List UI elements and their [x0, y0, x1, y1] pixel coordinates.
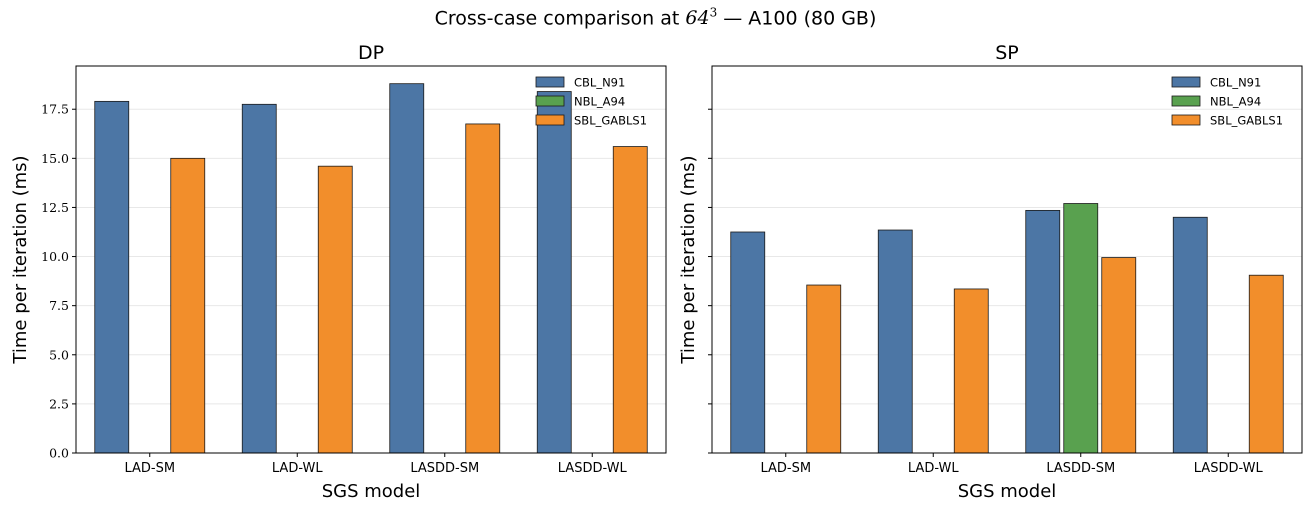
bar-cbl-n91: [1025, 209, 1061, 454]
bar-cbl-n91: [241, 103, 277, 454]
bar-sbl-gabls1: [953, 288, 989, 454]
figure-title-math: 643: [685, 6, 718, 30]
figure-title-math-base: 64: [685, 7, 710, 30]
bar-sbl-gabls1: [317, 165, 353, 454]
legend-label: SBL_GABLS1: [574, 114, 647, 128]
bar-sbl-gabls1: [1101, 257, 1137, 454]
legend: CBL_N91 NBL_A94 SBL_GABLS1: [535, 76, 647, 128]
legend-label: CBL_N91: [1210, 76, 1261, 90]
bar-cbl-n91: [730, 231, 766, 454]
y-tick-label: 10.0: [41, 249, 69, 264]
bar-cbl-n91: [877, 229, 913, 454]
y-tick-label: 0.0: [49, 446, 69, 461]
y-axis-label: Time per iteration (ms): [10, 155, 31, 364]
legend-swatch-nbl-a94: [1171, 95, 1201, 107]
bar-cbl-n91: [94, 100, 130, 454]
bar-cbl-n91: [1172, 216, 1208, 454]
legend-label: NBL_A94: [574, 95, 625, 109]
x-tick-label: LASDD-WL: [558, 461, 628, 476]
legend-label: NBL_A94: [1210, 95, 1261, 109]
y-axis-label: Time per iteration (ms): [678, 155, 699, 364]
legend-swatch-cbl-n91: [535, 76, 565, 88]
legend-label: CBL_N91: [574, 76, 625, 90]
bar-cbl-n91: [389, 83, 425, 454]
figure-title: Cross-case comparison at 643 — A100 (80 …: [0, 6, 1311, 29]
legend-swatch-cbl-n91: [1171, 76, 1201, 88]
y-tick-label: 7.5: [49, 298, 69, 313]
legend: CBL_N91 NBL_A94 SBL_GABLS1: [1171, 76, 1283, 128]
figure-title-suffix: — A100 (80 GB): [717, 7, 877, 30]
y-tick-label: 12.5: [41, 200, 69, 215]
bar-sbl-gabls1: [806, 284, 842, 454]
legend-swatch-sbl-gabls1: [1171, 114, 1201, 126]
chart-panel-sp: LAD-SM LAD-WL LASDD-SM LASDD-WL SP SGS model T…: [678, 42, 1303, 502]
x-tick-label: LAD-SM: [760, 461, 811, 476]
legend-swatch-nbl-a94: [535, 95, 565, 107]
y-tick-label: 5.0: [49, 347, 69, 362]
y-tick-label: 17.5: [41, 102, 69, 117]
x-tick-label: LAD-WL: [272, 461, 323, 476]
figure-title-math-exp: 3: [709, 6, 718, 20]
plot-frame: [75, 65, 667, 454]
legend-swatch-sbl-gabls1: [535, 114, 565, 126]
chart-panel-dp: 0.0 2.5 5.0 7.5 10.0 12.5 15.0 17.5 LAD-SM LAD-WL…: [10, 42, 667, 502]
x-tick-label: LASDD-SM: [410, 461, 479, 476]
figure-title-prefix: Cross-case comparison at: [434, 7, 686, 30]
bar-cbl-n91: [536, 91, 572, 454]
bar-nbl-a94: [1063, 203, 1099, 454]
x-axis-label: SGS model: [958, 481, 1057, 502]
bar-sbl-gabls1: [465, 123, 501, 454]
x-tick-label: LASDD-WL: [1194, 461, 1264, 476]
y-tick-label: 15.0: [41, 151, 69, 166]
legend-label: SBL_GABLS1: [1210, 114, 1283, 128]
panel-title: SP: [995, 42, 1019, 64]
x-axis-label: SGS model: [322, 481, 421, 502]
plot-frame: [711, 65, 1303, 454]
x-tick-label: LAD-SM: [124, 461, 175, 476]
panel-title: DP: [358, 42, 384, 64]
x-tick-label: LASDD-SM: [1046, 461, 1115, 476]
bar-sbl-gabls1: [1248, 274, 1284, 454]
y-tick-label: 2.5: [49, 396, 69, 411]
bar-sbl-gabls1: [612, 146, 648, 454]
x-tick-label: LAD-WL: [908, 461, 959, 476]
bar-sbl-gabls1: [170, 157, 206, 454]
